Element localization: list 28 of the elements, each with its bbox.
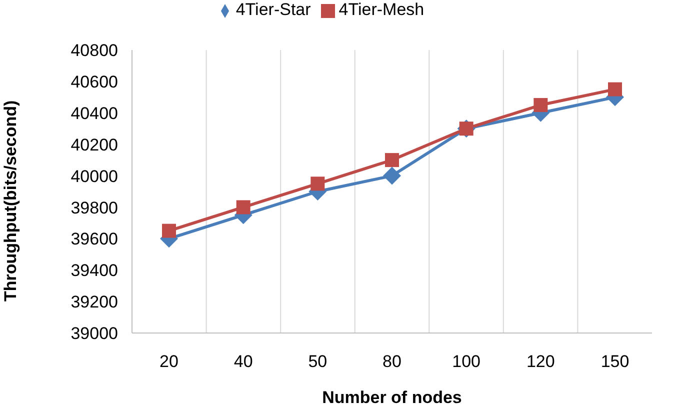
point (385, 153, 399, 168)
point (383, 166, 401, 185)
x-tick-label: 80 (382, 352, 402, 372)
y-tick-label: 40800 (70, 41, 118, 60)
legend-label: 4Tier-Mesh (338, 0, 424, 19)
y-tick-label: 40200 (70, 135, 118, 154)
y-tick-label: 39600 (70, 230, 118, 249)
y-tick-label: 39800 (70, 198, 118, 218)
y-tick-label: 39000 (70, 324, 118, 344)
point (608, 82, 622, 96)
x-tick-label: 150 (600, 352, 630, 372)
x-tick-label: 40 (234, 352, 253, 372)
y-tick-label: 40600 (70, 72, 118, 92)
point (310, 176, 325, 191)
point (236, 200, 250, 214)
x-axis-title: Number of nodes (322, 388, 462, 407)
point (162, 224, 176, 238)
x-tick-label: 100 (452, 352, 481, 372)
x-tick-label: 120 (526, 352, 555, 372)
x-tick-label: 20 (160, 352, 178, 372)
y-axis-title: Throughput(bits/second) (1, 100, 20, 302)
point (534, 98, 548, 112)
y-tick-label: 39200 (70, 292, 118, 312)
y-tick-label: 40000 (70, 166, 118, 186)
y-tick-label: 40400 (70, 104, 118, 123)
x-tick-label: 50 (308, 352, 328, 372)
y-tick-label: 39400 (70, 261, 118, 280)
legend-label: 4Tier-Star (236, 0, 311, 19)
